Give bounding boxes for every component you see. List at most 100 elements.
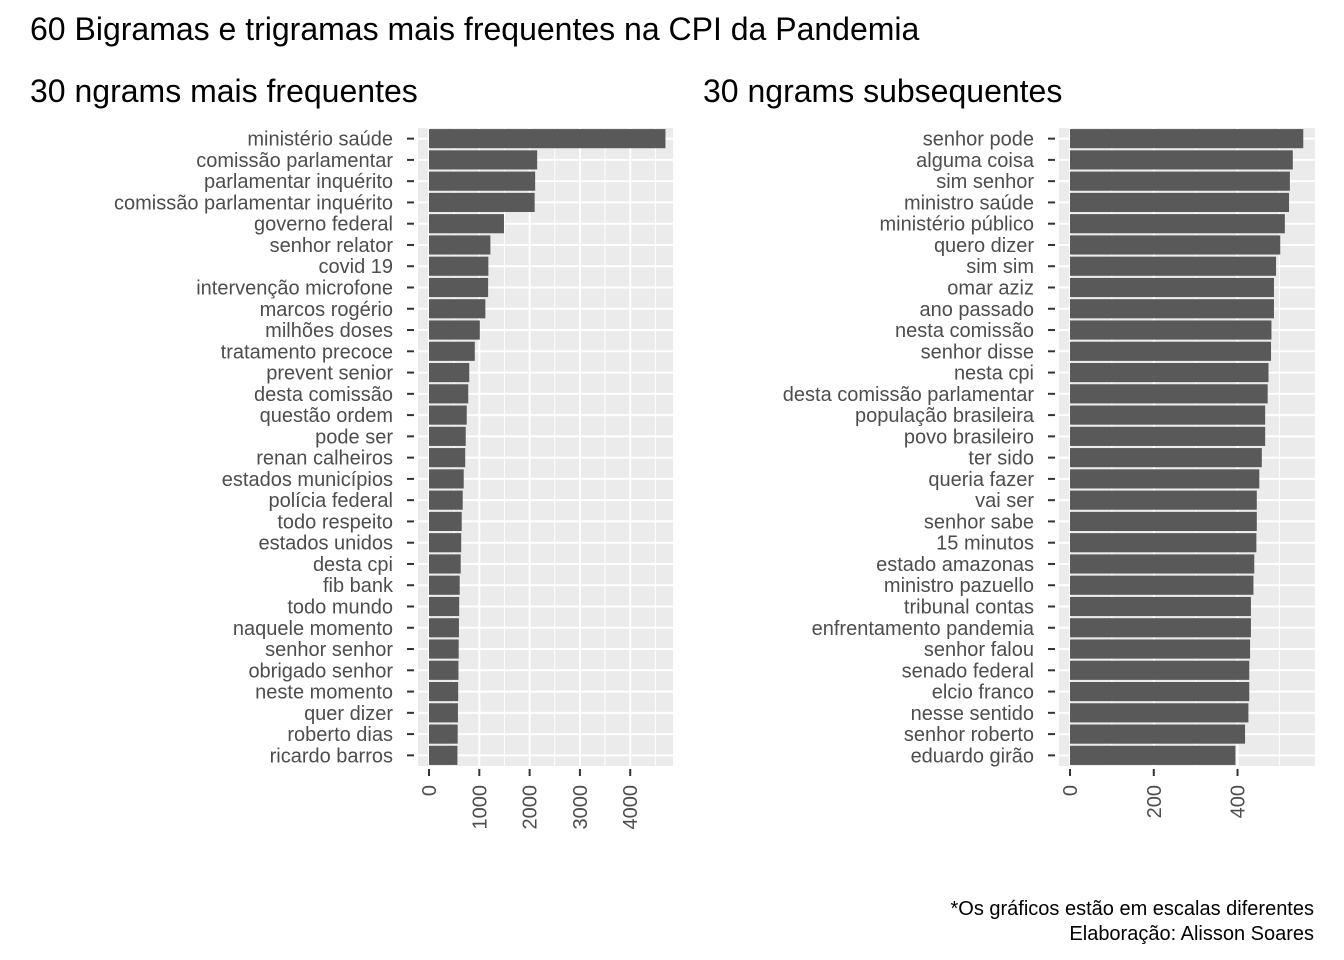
y-tick-label: população brasileira: [855, 405, 1035, 427]
y-tick-label: senhor senhor: [265, 639, 393, 661]
bar: [429, 575, 460, 595]
bar: [429, 150, 538, 170]
y-tick-label: ministro saúde: [904, 192, 1034, 214]
bar: [429, 235, 491, 255]
bar: [429, 681, 459, 702]
y-tick-label: estados municípios: [222, 469, 393, 491]
y-tick-label: 15 minutos: [936, 533, 1034, 555]
y-tick-label: questão ordem: [260, 405, 393, 427]
y-tick-label: ministro pazuello: [884, 575, 1034, 597]
y-tick-label: senhor relator: [270, 235, 394, 257]
y-tick-label: milhões doses: [265, 320, 393, 342]
bar: [1070, 129, 1304, 149]
x-tick-label: 1000: [469, 785, 491, 830]
y-tick-label: parlamentar inquérito: [204, 171, 393, 193]
bar: [1070, 171, 1290, 191]
bar: [1070, 384, 1268, 404]
bar: [429, 277, 489, 298]
bar: [1070, 703, 1249, 723]
bar: [429, 341, 475, 361]
bar: [429, 660, 459, 680]
y-tick-label: obrigado senhor: [248, 660, 393, 682]
y-tick-label: naquele momento: [233, 618, 393, 640]
bar: [1070, 192, 1290, 213]
bar: [429, 384, 469, 404]
y-tick-label: tribunal contas: [904, 597, 1034, 619]
bar: [1070, 277, 1274, 298]
bar: [429, 214, 504, 234]
bar: [1070, 235, 1281, 255]
bar: [1070, 596, 1251, 617]
caption-author: Elaboração: Alisson Soares: [1069, 923, 1314, 945]
y-tick-label: pode ser: [315, 426, 393, 448]
bar: [429, 448, 466, 468]
y-tick-label: roberto dias: [287, 724, 393, 746]
bar: [1070, 745, 1236, 765]
x-tick-label: 0: [419, 785, 441, 796]
panel-background: [1059, 128, 1315, 766]
bar: [1070, 681, 1250, 702]
panel-top-ngrams: 30 ngrams mais frequentes ministério saú…: [30, 73, 673, 830]
y-tick-label: comissão parlamentar: [196, 150, 393, 172]
y-tick-label: todo respeito: [277, 511, 393, 533]
bar: [429, 511, 462, 532]
bar: [1070, 214, 1285, 234]
bar: [1070, 660, 1250, 680]
x-tick-label: 400: [1228, 785, 1250, 818]
bar: [1070, 469, 1260, 489]
bar: [429, 533, 462, 553]
y-tick-label: senhor falou: [924, 639, 1034, 661]
y-tick-label: fib bank: [323, 575, 394, 597]
bar: [1070, 426, 1266, 446]
bar: [1070, 490, 1257, 510]
y-tick-label: ano passado: [919, 299, 1034, 321]
y-tick-label: intervenção microfone: [196, 278, 393, 300]
panel-subsequent-ngrams-title: 30 ngrams subsequentes: [703, 73, 1062, 109]
bar: [1070, 724, 1246, 744]
y-tick-label: omar aziz: [947, 278, 1034, 300]
bar: [1070, 554, 1255, 574]
y-tick-label: eduardo girão: [911, 745, 1034, 767]
bar: [429, 362, 470, 383]
y-tick-label: desta cpi: [313, 554, 393, 576]
y-tick-label: covid 19: [319, 256, 394, 278]
bar: [1070, 575, 1254, 595]
bar: [429, 171, 536, 191]
bar: [1070, 299, 1274, 319]
bar: [429, 703, 458, 723]
y-tick-label: estados unidos: [258, 533, 393, 555]
bar: [1070, 362, 1269, 383]
y-tick-label: renan calheiros: [256, 448, 393, 470]
bar: [429, 426, 466, 446]
x-tick-label: 2000: [520, 785, 542, 830]
y-tick-label: prevent senior: [266, 363, 393, 385]
y-tick-label: vai ser: [975, 490, 1034, 512]
y-tick-label: queria fazer: [928, 469, 1034, 491]
y-tick-label: senhor roberto: [904, 724, 1034, 746]
y-tick-label: marcos rogério: [260, 299, 393, 321]
y-tick-label: ministério saúde: [247, 129, 393, 151]
panel-subsequent-ngrams: 30 ngrams subsequentes senhor podealguma…: [703, 73, 1315, 818]
bar: [429, 724, 458, 744]
y-tick-label: alguma coisa: [916, 150, 1035, 172]
y-tick-label: tratamento precoce: [221, 341, 393, 363]
y-tick-label: povo brasileiro: [904, 426, 1034, 448]
y-tick-label: desta comissão parlamentar: [783, 384, 1035, 406]
bar: [1070, 511, 1257, 532]
bar: [1070, 448, 1262, 468]
bar: [429, 320, 480, 340]
bar: [1070, 639, 1251, 659]
y-tick-label: ter sido: [968, 448, 1034, 470]
bar: [429, 192, 535, 213]
y-tick-label: nesta comissão: [895, 320, 1034, 342]
y-tick-label: governo federal: [254, 214, 393, 236]
bar: [429, 129, 666, 149]
x-tick-label: 4000: [620, 785, 642, 830]
y-tick-label: senhor sabe: [924, 511, 1034, 533]
y-tick-label: neste momento: [255, 682, 393, 704]
bar: [429, 469, 464, 489]
bar: [429, 256, 489, 276]
y-tick-label: senado federal: [902, 660, 1034, 682]
y-tick-label: ministério público: [879, 214, 1034, 236]
